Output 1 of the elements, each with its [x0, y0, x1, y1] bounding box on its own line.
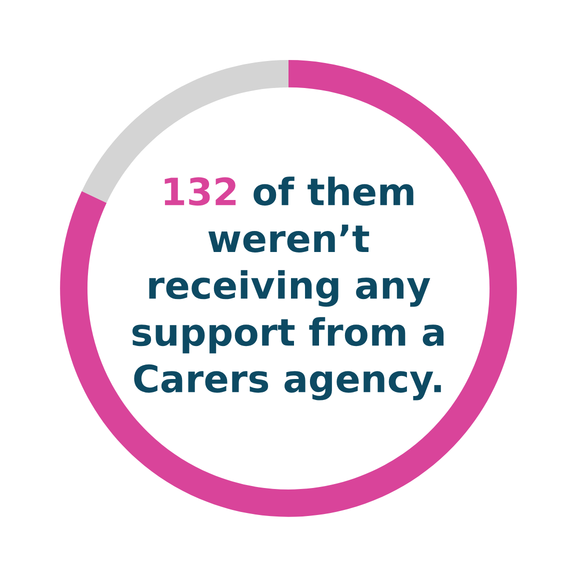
- text: 132 of them weren’t receiving any support from a Carers agency.: [132, 176, 444, 400]
